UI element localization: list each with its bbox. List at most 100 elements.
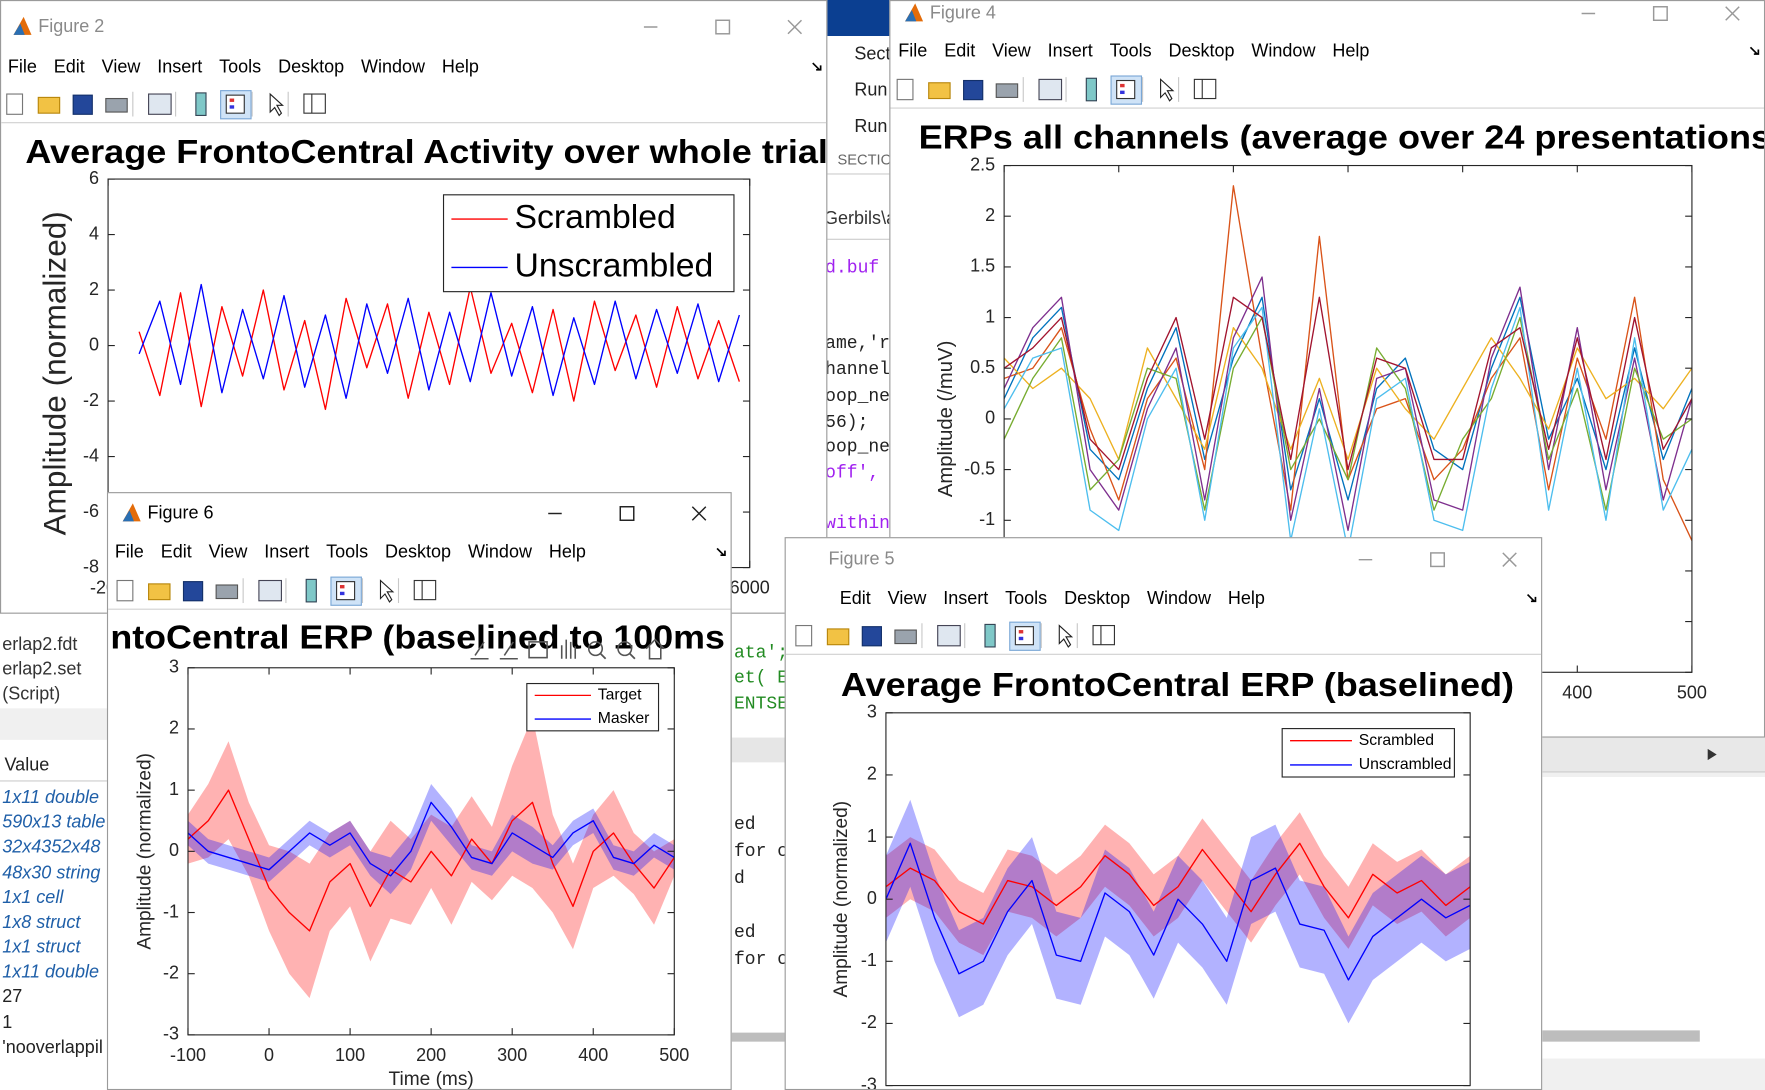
axes-toolbar-icon[interactable] — [617, 641, 633, 657]
menu-item[interactable]: Help — [1228, 588, 1265, 608]
menu-item[interactable]: Insert — [157, 56, 202, 76]
axes-toolbar-icon[interactable] — [470, 641, 489, 660]
menu-item[interactable]: Desktop — [385, 542, 451, 562]
menu-item[interactable]: Tools — [219, 56, 261, 76]
toolbar-icon[interactable] — [1038, 78, 1063, 101]
toolbar-icon[interactable] — [195, 92, 207, 116]
toolbar-icon[interactable] — [861, 626, 882, 647]
maximize-button[interactable] — [1430, 552, 1446, 568]
workspace-value[interactable]: 27 — [2, 987, 23, 1007]
toolbar-icon[interactable] — [413, 579, 437, 601]
menu-item[interactable]: View — [992, 41, 1032, 61]
toolbar-icon[interactable] — [148, 93, 172, 115]
menu-item[interactable]: File — [8, 56, 37, 76]
close-button[interactable] — [1725, 6, 1740, 21]
menu-item[interactable]: Window — [1147, 588, 1212, 608]
menu-item[interactable]: Insert — [1048, 41, 1093, 61]
menu-item[interactable]: Edit — [54, 56, 85, 76]
menu-item[interactable]: Insert — [264, 542, 309, 562]
workspace-value[interactable]: 32x4352x48 — [2, 837, 101, 857]
scrollbar[interactable] — [731, 1032, 788, 1042]
toolbar-icon[interactable] — [894, 629, 917, 645]
axes-toolbar-icon[interactable] — [587, 641, 604, 657]
toolbar-icon[interactable] — [258, 579, 282, 602]
toolbar-icon[interactable] — [995, 83, 1019, 98]
toolbar-icon[interactable] — [229, 98, 235, 102]
scrollbar[interactable] — [1542, 1030, 1700, 1042]
toolbar-icon[interactable] — [116, 579, 134, 602]
file-item[interactable]: (Script) — [2, 684, 61, 704]
file-item[interactable]: erlap2.set — [2, 659, 82, 680]
workspace-value[interactable]: 1x8 struct — [2, 913, 81, 933]
toolbar-icon[interactable] — [182, 581, 204, 602]
workspace-value[interactable]: 590x13 table — [2, 813, 106, 833]
toolbar-item[interactable]: Run — [854, 81, 888, 101]
expand-icon[interactable] — [1705, 747, 1719, 763]
toolbar-icon[interactable] — [336, 581, 356, 601]
toolbar-icon[interactable] — [1092, 624, 1116, 646]
workspace-value[interactable]: 1 — [2, 1013, 13, 1033]
toolbar-icon[interactable] — [303, 93, 326, 114]
close-button[interactable] — [1502, 552, 1517, 567]
toolbar-icon[interactable] — [1120, 90, 1125, 95]
toolbar-icon[interactable] — [928, 82, 951, 100]
menu-item[interactable]: Edit — [161, 542, 192, 562]
toolbar-icon[interactable] — [1116, 79, 1136, 100]
close-button[interactable] — [787, 19, 803, 35]
toolbar-icon[interactable] — [826, 628, 850, 646]
toolbar-icon[interactable] — [795, 624, 813, 647]
toolbar-icon[interactable] — [984, 623, 996, 648]
toolbar-icon[interactable] — [269, 92, 285, 117]
toolbar-icon[interactable] — [339, 591, 345, 596]
toolbar-icon[interactable] — [305, 578, 317, 603]
toolbar-icon[interactable] — [105, 97, 128, 113]
menu-item[interactable]: Tools — [1110, 41, 1152, 61]
toolbar-icon[interactable] — [72, 94, 93, 115]
menu-item[interactable]: Tools — [1005, 588, 1047, 608]
menu-item[interactable]: Tools — [326, 542, 368, 562]
toolbar-item[interactable]: Sect — [854, 45, 891, 65]
workspace-value[interactable]: 1x1 struct — [2, 938, 81, 958]
toolbar-icon[interactable] — [1058, 624, 1074, 648]
toolbar-icon[interactable] — [1085, 77, 1097, 102]
toolbar-icon[interactable] — [1120, 83, 1125, 88]
workspace-value[interactable]: 1x11 double — [2, 788, 100, 808]
toolbar-icon[interactable] — [37, 96, 61, 114]
menu-item[interactable]: Edit — [944, 41, 975, 61]
toolbar-item[interactable]: Run — [854, 117, 888, 137]
workspace-value[interactable]: 1x11 double — [2, 962, 100, 982]
toolbar-icon[interactable] — [896, 78, 914, 101]
menu-item[interactable]: Desktop — [278, 56, 344, 76]
toolbar-icon[interactable] — [225, 94, 245, 114]
file-item[interactable]: erlap2.fdt — [2, 635, 78, 655]
menu-item[interactable]: Help — [549, 542, 586, 562]
toolbar-icon[interactable] — [1018, 636, 1024, 641]
menu-item[interactable]: File — [898, 41, 927, 61]
menu-item[interactable]: File — [115, 542, 144, 562]
menu-item[interactable]: View — [888, 588, 928, 608]
menu-item[interactable]: Window — [361, 56, 426, 76]
maximize-button[interactable] — [1652, 6, 1668, 22]
toolbar-icon[interactable] — [6, 93, 24, 115]
menu-item[interactable]: Window — [468, 542, 533, 562]
toolbar-icon[interactable] — [1014, 626, 1034, 646]
toolbar-icon[interactable] — [963, 79, 984, 101]
workspace-value[interactable]: 'nooverlappil — [2, 1038, 103, 1058]
axes-toolbar-icon[interactable] — [528, 641, 548, 659]
maximize-button[interactable] — [715, 19, 731, 35]
menu-item[interactable]: Window — [1251, 41, 1316, 61]
menu-item[interactable]: Desktop — [1064, 588, 1130, 608]
axes-toolbar-icon[interactable] — [645, 638, 665, 660]
axes-toolbar-icon[interactable] — [499, 641, 518, 660]
axes-toolbar-icon[interactable] — [560, 639, 577, 659]
menu-item[interactable]: Help — [442, 56, 479, 76]
toolbar-icon[interactable] — [1160, 78, 1175, 102]
workspace-value[interactable]: 1x1 cell — [2, 888, 64, 908]
menu-item[interactable]: View — [209, 542, 249, 562]
toolbar-icon[interactable] — [379, 579, 395, 603]
toolbar-icon[interactable] — [229, 105, 235, 109]
menu-item[interactable]: Help — [1332, 41, 1369, 61]
toolbar-icon[interactable] — [1193, 78, 1217, 100]
toolbar-icon[interactable] — [339, 585, 345, 589]
toolbar-icon[interactable] — [148, 583, 171, 601]
